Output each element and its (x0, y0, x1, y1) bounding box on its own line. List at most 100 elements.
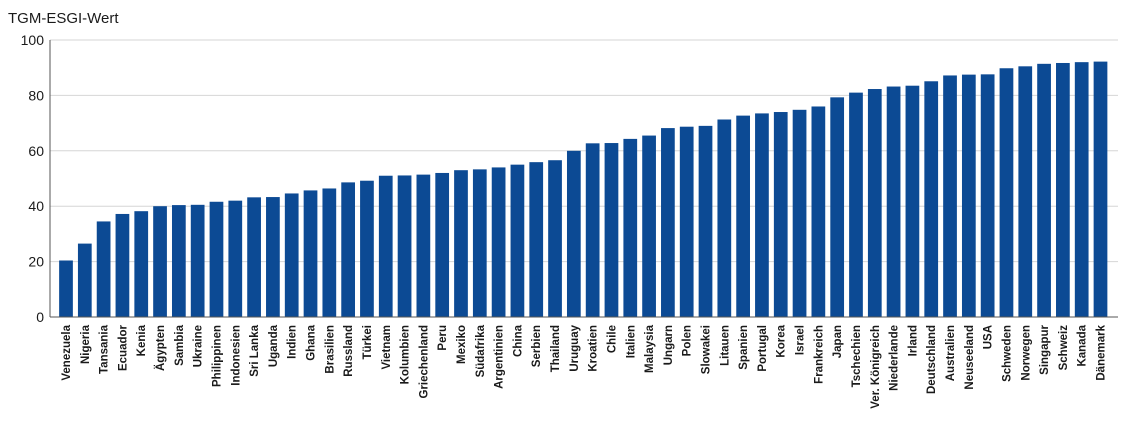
bar (153, 206, 167, 317)
bar (585, 143, 600, 317)
y-tick-label: 20 (28, 254, 44, 270)
bar (604, 143, 619, 317)
x-tick-label: Niederlande (889, 325, 901, 391)
y-tick-label: 40 (28, 198, 44, 214)
bar (623, 138, 638, 317)
x-tick-label: Neuseeland (964, 325, 976, 390)
x-tick-label: Ungarn (663, 325, 675, 365)
x-tick-label: Kolumbien (400, 325, 412, 384)
bar (905, 85, 920, 317)
x-tick-label: Litauen (719, 325, 731, 366)
bar (360, 180, 374, 317)
y-tick-label: 60 (28, 143, 44, 159)
y-tick-label: 100 (21, 32, 45, 48)
y-tick-label: 0 (36, 309, 44, 325)
x-tick-label: Ukraine (193, 325, 205, 367)
x-tick-label: Serbien (531, 325, 543, 367)
bar (566, 150, 581, 317)
x-tick-label: Irland (907, 325, 919, 356)
x-tick-label: Frankreich (813, 325, 825, 384)
x-tick-label: Sri Lanka (249, 324, 261, 376)
x-tick-label: Australien (945, 325, 957, 381)
bar (171, 205, 186, 317)
x-tick-label: Slowakei (701, 325, 713, 374)
x-tick-label: Uruguay (569, 324, 581, 371)
x-tick-label: Kenia (136, 324, 148, 356)
bar (491, 167, 506, 317)
x-tick-label: Singapur (1039, 324, 1051, 374)
x-tick-label: USA (983, 325, 995, 349)
bar (134, 211, 149, 317)
x-tick-label: Kanada (1077, 324, 1089, 366)
y-tick-label: 80 (28, 87, 44, 103)
bar (924, 81, 939, 317)
bar (867, 89, 882, 318)
x-tick-label: Argentinien (494, 325, 506, 389)
bar (961, 74, 976, 317)
bar (999, 68, 1014, 317)
bar (792, 109, 807, 317)
x-tick-label: Kroatien (588, 325, 600, 372)
x-tick-label: Brasilien (324, 325, 336, 374)
y-axis-title: TGM-ESGI-Wert (8, 10, 119, 27)
bar (849, 92, 863, 317)
x-tick-label: Malaysia (644, 324, 656, 373)
x-tick-label: Mexiko (456, 325, 468, 364)
x-tick-label: Korea (776, 324, 788, 357)
bar (529, 162, 544, 317)
bar (416, 174, 431, 317)
x-tick-label: Ecuador (117, 324, 129, 371)
bar (454, 170, 468, 317)
x-tick-label: Russland (343, 325, 355, 377)
x-tick-label: Venezuela (61, 324, 73, 380)
x-tick-label: Vietnam (381, 325, 393, 370)
bar (378, 175, 393, 317)
bar (830, 97, 845, 318)
x-tick-label: Nigeria (80, 324, 92, 364)
bar (886, 86, 901, 317)
x-tick-label: Indien (287, 325, 299, 359)
x-tick-label: Ghana (306, 324, 318, 360)
x-tick-label: Portugal (757, 325, 769, 372)
bar (717, 119, 732, 318)
x-tick-label: Schweden (1001, 325, 1013, 382)
bar (1037, 63, 1051, 318)
bar (510, 164, 525, 317)
bar (773, 112, 788, 318)
x-tick-label: Griechenland (418, 325, 430, 399)
x-tick-label: Polen (682, 325, 694, 356)
bar (1018, 66, 1033, 317)
bar (96, 221, 111, 317)
y-tick-labels: 0 20 40 60 80 100 (21, 32, 45, 325)
x-tick-label: Italien (625, 325, 637, 358)
bar (1074, 62, 1089, 317)
x-tick-label: Japan (832, 325, 844, 358)
x-tick-label: Ägypten (154, 325, 167, 371)
x-tick-label: Sambia (174, 324, 186, 366)
x-tick-label: Israel (795, 325, 807, 355)
x-tick-label: Südafrika (475, 324, 487, 377)
bar (266, 197, 280, 317)
bar (77, 243, 92, 317)
bar (661, 128, 675, 317)
bar (1056, 62, 1070, 318)
bar (115, 213, 130, 317)
bar (247, 197, 261, 317)
x-tick-label: Schweiz (1058, 325, 1070, 371)
x-tick-label: Tschechien (851, 325, 863, 387)
bar (322, 188, 337, 317)
bar (943, 75, 957, 318)
x-tick-label: Spanien (738, 325, 750, 370)
gridlines (50, 39, 1118, 263)
x-tick-label: Thailand (550, 325, 562, 372)
bar (303, 190, 318, 317)
x-tick-labels: Venezuela Nigeria Tansania Ecuador Kenia Ägyp… (61, 324, 1108, 408)
bar (811, 106, 826, 317)
bar (980, 74, 995, 318)
bars (59, 61, 1108, 318)
bar (435, 172, 450, 317)
bar (209, 201, 224, 317)
x-tick-label: Peru (437, 325, 449, 351)
bar (472, 169, 487, 317)
